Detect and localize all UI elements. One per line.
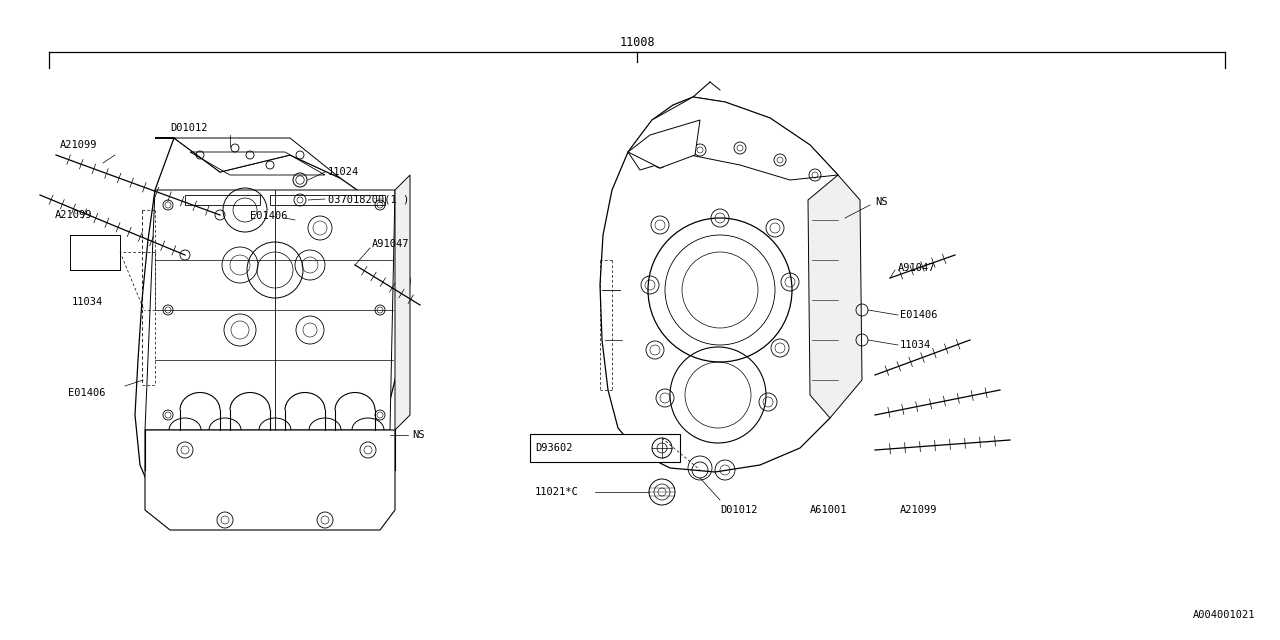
Bar — [530, 434, 680, 462]
Text: 11034: 11034 — [72, 297, 104, 307]
Polygon shape — [396, 175, 410, 430]
Polygon shape — [145, 190, 396, 430]
Bar — [186, 195, 260, 205]
Polygon shape — [145, 430, 396, 530]
Text: 11024: 11024 — [328, 167, 360, 177]
Text: 11008: 11008 — [620, 35, 655, 49]
Text: A91047: A91047 — [372, 239, 410, 249]
Text: 11021*C: 11021*C — [535, 487, 579, 497]
Polygon shape — [600, 97, 860, 472]
Text: A21099: A21099 — [900, 505, 937, 515]
Text: 037018200(1 ): 037018200(1 ) — [328, 194, 410, 204]
Polygon shape — [808, 175, 861, 418]
Bar — [270, 195, 385, 205]
Text: A004001021: A004001021 — [1193, 610, 1254, 620]
Text: 11034: 11034 — [900, 340, 932, 350]
Text: D01012: D01012 — [719, 505, 758, 515]
Text: A21099: A21099 — [60, 140, 97, 150]
Polygon shape — [155, 138, 340, 178]
Text: A21099: A21099 — [55, 210, 92, 220]
Text: D93602: D93602 — [535, 443, 572, 453]
Text: A61001: A61001 — [810, 505, 847, 515]
Text: NS: NS — [412, 430, 425, 440]
Text: E01406: E01406 — [68, 388, 105, 398]
Polygon shape — [134, 138, 410, 525]
Text: D01012: D01012 — [170, 123, 207, 133]
Text: A91047: A91047 — [899, 263, 936, 273]
Polygon shape — [628, 97, 838, 180]
Text: NS: NS — [876, 197, 887, 207]
Text: E01406: E01406 — [250, 211, 288, 221]
Text: E01406: E01406 — [900, 310, 937, 320]
Polygon shape — [628, 120, 700, 168]
